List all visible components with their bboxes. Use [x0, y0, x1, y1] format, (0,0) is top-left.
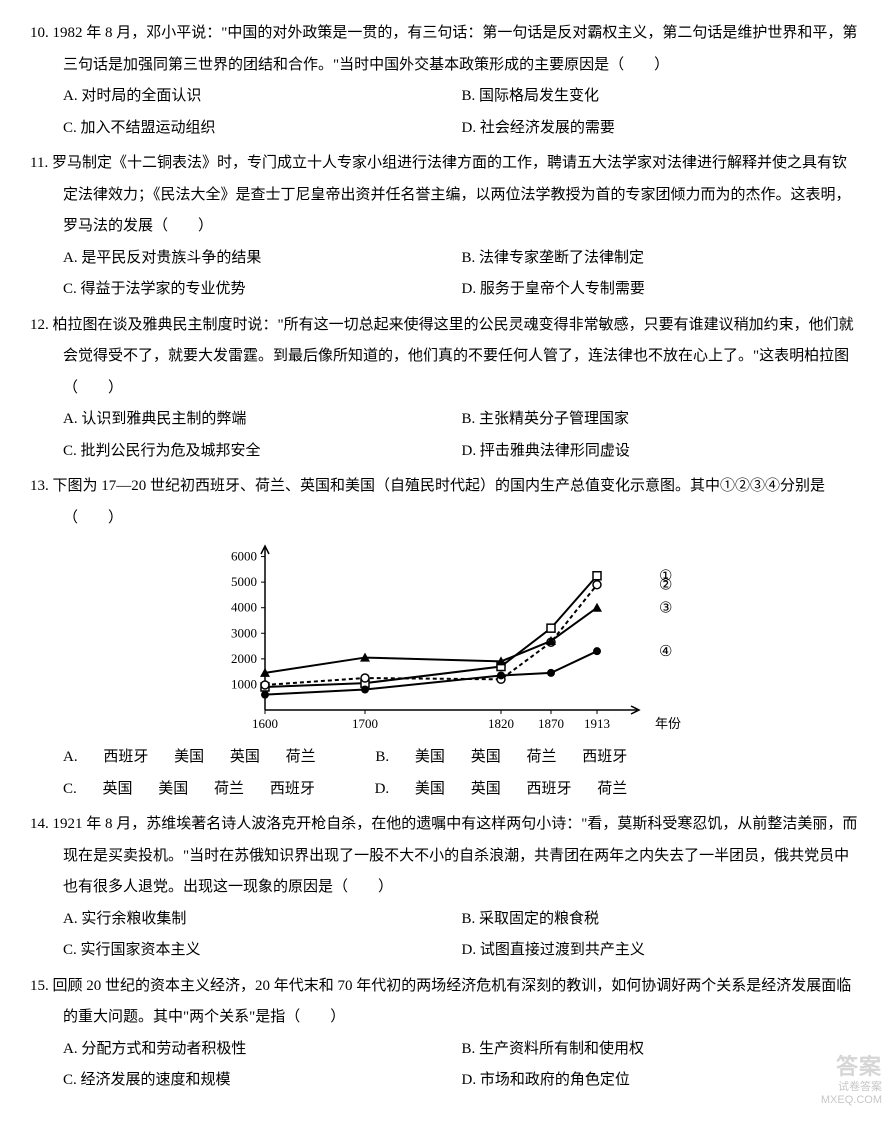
q13-opt-C: C. 英国 美国 荷兰 西班牙: [63, 774, 337, 806]
q14-opt-C: C. 实行国家资本主义: [63, 935, 462, 967]
q13-opt-D: D. 美国 英国 西班牙 荷兰: [375, 774, 650, 806]
q15-options-row1: A. 分配方式和劳动者积极性 B. 生产资料所有制和使用权: [30, 1034, 860, 1066]
q10-options-row1: A. 对时局的全面认识 B. 国际格局发生变化: [30, 81, 860, 113]
svg-text:②: ②: [659, 578, 672, 594]
q14-opt-B: B. 采取固定的粮食税: [462, 904, 861, 936]
question-11: 11. 罗马制定《十二铜表法》时，专门成立十人专家小组进行法律方面的工作，聘请五…: [30, 148, 860, 306]
q14-stem: 14. 1921 年 8 月，苏维埃著名诗人波洛克开枪自杀，在他的遗嘱中有这样两…: [30, 809, 860, 904]
q15-stem: 15. 回顾 20 世纪的资本主义经济，20 年代末和 70 年代初的两场经济危…: [30, 971, 860, 1034]
q11-options-row2: C. 得益于法学家的专业优势 D. 服务于皇帝个人专制需要: [30, 274, 860, 306]
svg-text:1000: 1000: [231, 676, 257, 691]
q12-opt-B: B. 主张精英分子管理国家: [462, 404, 861, 436]
svg-text:④: ④: [659, 644, 672, 660]
q10-options-row2: C. 加入不结盟运动组织 D. 社会经济发展的需要: [30, 113, 860, 145]
q13-opt-B: B. 美国 英国 荷兰 西班牙: [375, 742, 649, 774]
q14-opt-D: D. 试图直接过渡到共产主义: [462, 935, 861, 967]
q11-opt-D: D. 服务于皇帝个人专制需要: [462, 274, 861, 306]
q15-opt-A: A. 分配方式和劳动者积极性: [63, 1034, 462, 1066]
question-12: 12. 柏拉图在谈及雅典民主制度时说："所有这一切总起来使得这里的公民灵魂变得非…: [30, 310, 860, 468]
svg-text:1913: 1913: [584, 716, 610, 731]
q13-stem: 13. 下图为 17—20 世纪初西班牙、荷兰、英国和美国（自殖民时代起）的国内…: [30, 471, 860, 534]
q10-opt-B: B. 国际格局发生变化: [462, 81, 861, 113]
q11-opt-A: A. 是平民反对贵族斗争的结果: [63, 243, 462, 275]
svg-text:5000: 5000: [231, 574, 257, 589]
q11-stem: 11. 罗马制定《十二铜表法》时，专门成立十人专家小组进行法律方面的工作，聘请五…: [30, 148, 860, 243]
question-14: 14. 1921 年 8 月，苏维埃著名诗人波洛克开枪自杀，在他的遗嘱中有这样两…: [30, 809, 860, 967]
q12-options-row1: A. 认识到雅典民主制的弊端 B. 主张精英分子管理国家: [30, 404, 860, 436]
q10-opt-A: A. 对时局的全面认识: [63, 81, 462, 113]
q11-opt-C: C. 得益于法学家的专业优势: [63, 274, 462, 306]
gdp-line-chart: 1000 2000 3000 4000 5000 6000 1600 1700 1820 1870…: [205, 540, 685, 740]
q15-opt-C: C. 经济发展的速度和规模: [63, 1065, 462, 1097]
q15-options-row2: C. 经济发展的速度和规模 D. 市场和政府的角色定位: [30, 1065, 860, 1097]
svg-text:年份: 年份: [655, 716, 681, 731]
svg-text:4000: 4000: [231, 600, 257, 615]
question-15: 15. 回顾 20 世纪的资本主义经济，20 年代末和 70 年代初的两场经济危…: [30, 971, 860, 1097]
q12-options-row2: C. 批判公民行为危及城邦安全 D. 抨击雅典法律形同虚设: [30, 436, 860, 468]
q10-opt-C: C. 加入不结盟运动组织: [63, 113, 462, 145]
q12-stem: 12. 柏拉图在谈及雅典民主制度时说："所有这一切总起来使得这里的公民灵魂变得非…: [30, 310, 860, 405]
q10-opt-D: D. 社会经济发展的需要: [462, 113, 861, 145]
q15-opt-B: B. 生产资料所有制和使用权: [462, 1034, 861, 1066]
q12-opt-C: C. 批判公民行为危及城邦安全: [63, 436, 462, 468]
q12-opt-A: A. 认识到雅典民主制的弊端: [63, 404, 462, 436]
exam-page: 10. 1982 年 8 月，邓小平说："中国的对外政策是一贯的，有三句话：第一…: [0, 0, 890, 1131]
q13-options-row1: A. 西班牙 美国 英国 荷兰 B. 美国 英国 荷兰 西班牙: [30, 742, 860, 774]
q13-options-row2: C. 英国 美国 荷兰 西班牙 D. 美国 英国 西班牙 荷兰: [30, 774, 860, 806]
svg-text:1870: 1870: [538, 716, 564, 731]
q13-opt-A: A. 西班牙 美国 英国 荷兰: [63, 742, 338, 774]
svg-text:1600: 1600: [252, 716, 278, 731]
svg-text:2000: 2000: [231, 651, 257, 666]
q14-opt-A: A. 实行余粮收集制: [63, 904, 462, 936]
svg-text:3000: 3000: [231, 625, 257, 640]
svg-text:1700: 1700: [352, 716, 378, 731]
q11-options-row1: A. 是平民反对贵族斗争的结果 B. 法律专家垄断了法律制定: [30, 243, 860, 275]
q13-chart: 1000 2000 3000 4000 5000 6000 1600 1700 1820 1870…: [205, 540, 685, 740]
q10-stem: 10. 1982 年 8 月，邓小平说："中国的对外政策是一贯的，有三句话：第一…: [30, 18, 860, 81]
q11-opt-B: B. 法律专家垄断了法律制定: [462, 243, 861, 275]
q15-opt-D: D. 市场和政府的角色定位: [462, 1065, 861, 1097]
question-10: 10. 1982 年 8 月，邓小平说："中国的对外政策是一贯的，有三句话：第一…: [30, 18, 860, 144]
q14-options-row1: A. 实行余粮收集制 B. 采取固定的粮食税: [30, 904, 860, 936]
question-13: 13. 下图为 17—20 世纪初西班牙、荷兰、英国和美国（自殖民时代起）的国内…: [30, 471, 860, 805]
svg-text:③: ③: [659, 601, 672, 617]
svg-text:1820: 1820: [488, 716, 514, 731]
q12-opt-D: D. 抨击雅典法律形同虚设: [462, 436, 861, 468]
q14-options-row2: C. 实行国家资本主义 D. 试图直接过渡到共产主义: [30, 935, 860, 967]
svg-text:6000: 6000: [231, 549, 257, 564]
